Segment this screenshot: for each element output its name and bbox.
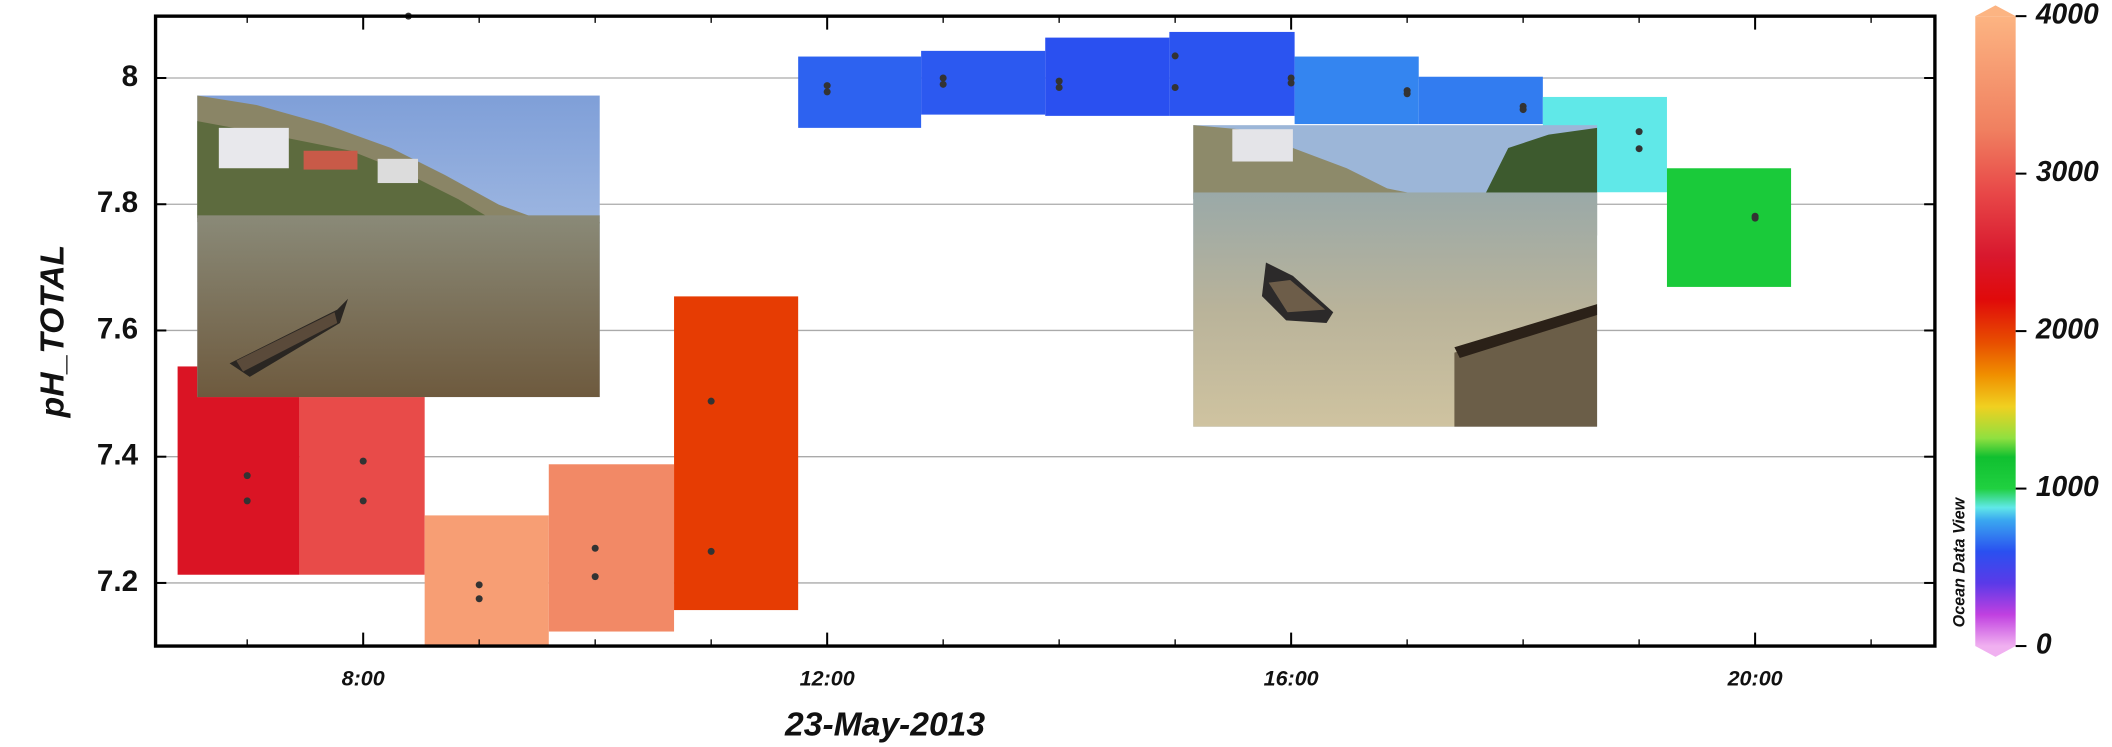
data-point bbox=[1520, 106, 1527, 113]
data-point bbox=[1172, 52, 1179, 59]
data-point bbox=[244, 472, 251, 479]
data-point bbox=[476, 581, 483, 588]
data-point bbox=[1636, 128, 1643, 135]
data-point bbox=[592, 573, 599, 580]
color-box bbox=[425, 515, 549, 646]
data-point bbox=[708, 548, 715, 555]
x-tick-label: 16:00 bbox=[1264, 666, 1319, 690]
data-point bbox=[824, 82, 831, 89]
data-point bbox=[1172, 84, 1179, 91]
photo-left bbox=[197, 96, 599, 397]
colorbar-tick-label: 3000 bbox=[2036, 155, 2099, 187]
y-axis-title: pH_TOTAL bbox=[35, 245, 72, 418]
data-point bbox=[244, 497, 251, 504]
data-point bbox=[824, 88, 831, 95]
data-point bbox=[360, 458, 367, 465]
color-box bbox=[798, 57, 921, 128]
y-tick-label: 7.4 bbox=[97, 439, 139, 472]
colorbar-arrow-bottom bbox=[1975, 646, 2015, 657]
data-point bbox=[1404, 90, 1411, 97]
colorbar: Ocean Data View bbox=[1951, 5, 2016, 656]
colorbar-gradient bbox=[1975, 16, 2015, 646]
color-box bbox=[1295, 57, 1419, 125]
colorbar-ticks: 0 1000 2000 3000 4000 bbox=[2016, 0, 2099, 660]
x-axis-title: 23-May-2013 bbox=[784, 707, 985, 744]
data-point bbox=[360, 497, 367, 504]
y-tick-label: 7.8 bbox=[97, 186, 138, 219]
color-box bbox=[549, 464, 674, 631]
colorbar-arrow-top bbox=[1975, 5, 2015, 16]
chart: 7.2 7.4 7.6 7.8 8 8:00 12:00 16:00 20:00 pH_TOTA… bbox=[0, 0, 2112, 747]
data-point bbox=[1056, 78, 1063, 85]
data-point bbox=[940, 81, 947, 88]
colorbar-tick-label: 2000 bbox=[2035, 313, 2099, 345]
color-box bbox=[1045, 38, 1169, 116]
photo-right bbox=[1193, 125, 1597, 426]
y-tick-label: 8 bbox=[122, 60, 138, 93]
color-box bbox=[1667, 168, 1791, 287]
color-box bbox=[1169, 32, 1294, 116]
color-box bbox=[1419, 77, 1543, 124]
colorbar-tick-label: 4000 bbox=[2035, 0, 2099, 30]
data-point bbox=[1752, 215, 1759, 222]
data-point bbox=[940, 75, 947, 82]
colorbar-label: Ocean Data View bbox=[1951, 496, 1969, 627]
data-point bbox=[708, 398, 715, 405]
data-point bbox=[1636, 145, 1643, 152]
data-point bbox=[1288, 80, 1295, 87]
x-tick-label: 8:00 bbox=[342, 666, 385, 690]
colorbar-tick-label: 0 bbox=[2036, 628, 2052, 660]
y-tick-label: 7.2 bbox=[97, 565, 138, 598]
color-box bbox=[921, 51, 1045, 115]
y-tick-label: 7.6 bbox=[97, 312, 138, 345]
data-point bbox=[476, 595, 483, 602]
colorbar-tick-label: 1000 bbox=[2036, 470, 2099, 502]
x-tick-label: 12:00 bbox=[800, 666, 855, 690]
data-point bbox=[1056, 84, 1063, 91]
color-box bbox=[674, 296, 798, 610]
color-box bbox=[299, 366, 424, 574]
x-tick-label: 20:00 bbox=[1727, 666, 1783, 690]
data-point bbox=[592, 545, 599, 552]
color-box bbox=[178, 366, 300, 574]
